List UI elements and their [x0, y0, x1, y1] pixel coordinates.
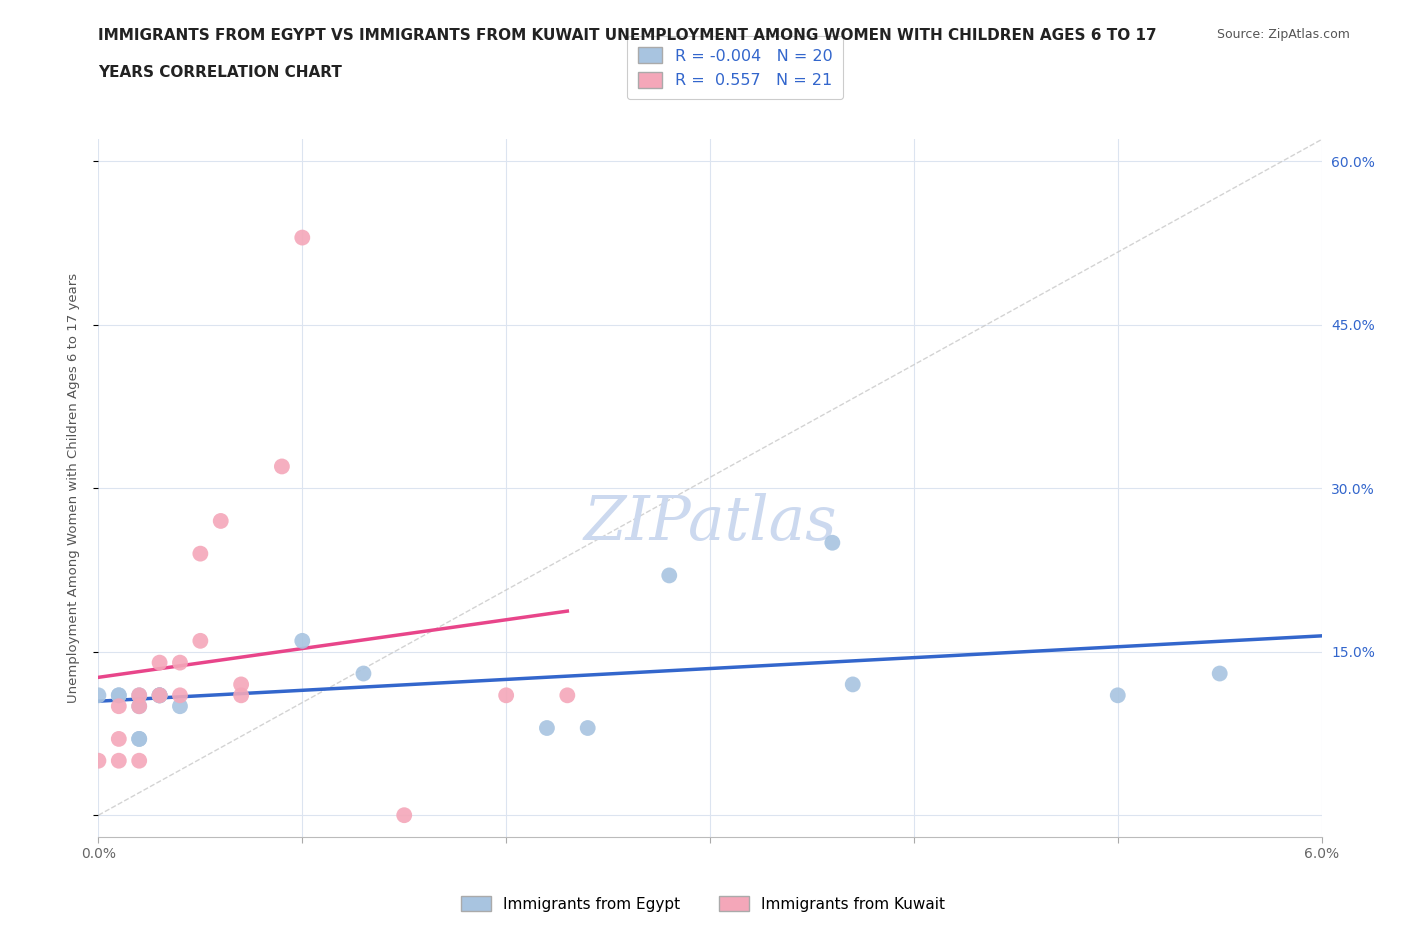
Point [128, 732, 150, 747]
Point [291, 230, 314, 245]
Point [536, 721, 558, 736]
Point [1107, 688, 1129, 703]
Point [576, 721, 599, 736]
Point [108, 698, 131, 713]
Point [821, 536, 844, 551]
Point [209, 513, 232, 528]
Point [149, 656, 172, 671]
Point [188, 633, 212, 648]
Point [352, 666, 374, 681]
Point [108, 688, 131, 703]
Point [169, 656, 191, 671]
Point [87, 753, 110, 768]
Point [658, 568, 681, 583]
Point [169, 688, 191, 703]
Y-axis label: Unemployment Among Women with Children Ages 6 to 17 years: Unemployment Among Women with Children A… [67, 273, 80, 703]
Point [149, 688, 172, 703]
Text: ZIPatlas: ZIPatlas [583, 493, 837, 553]
Point [128, 698, 150, 713]
Point [169, 698, 191, 713]
Point [229, 677, 253, 692]
Point [149, 688, 172, 703]
Point [108, 732, 131, 747]
Point [128, 698, 150, 713]
Legend: Immigrants from Egypt, Immigrants from Kuwait: Immigrants from Egypt, Immigrants from K… [454, 889, 952, 918]
Legend: R = -0.004   N = 20, R =  0.557   N = 21: R = -0.004 N = 20, R = 0.557 N = 21 [627, 36, 844, 100]
Point [229, 688, 253, 703]
Point [188, 546, 212, 561]
Point [149, 688, 172, 703]
Text: Source: ZipAtlas.com: Source: ZipAtlas.com [1216, 28, 1350, 41]
Point [270, 459, 292, 474]
Point [128, 753, 150, 768]
Point [87, 688, 110, 703]
Point [555, 688, 579, 703]
Text: YEARS CORRELATION CHART: YEARS CORRELATION CHART [98, 65, 342, 80]
Point [291, 633, 314, 648]
Point [392, 808, 416, 823]
Text: IMMIGRANTS FROM EGYPT VS IMMIGRANTS FROM KUWAIT UNEMPLOYMENT AMONG WOMEN WITH CH: IMMIGRANTS FROM EGYPT VS IMMIGRANTS FROM… [98, 28, 1157, 43]
Point [108, 688, 131, 703]
Point [108, 753, 131, 768]
Point [1208, 666, 1230, 681]
Point [128, 688, 150, 703]
Point [128, 688, 150, 703]
Point [149, 688, 172, 703]
Point [495, 688, 517, 703]
Point [128, 732, 150, 747]
Point [841, 677, 863, 692]
